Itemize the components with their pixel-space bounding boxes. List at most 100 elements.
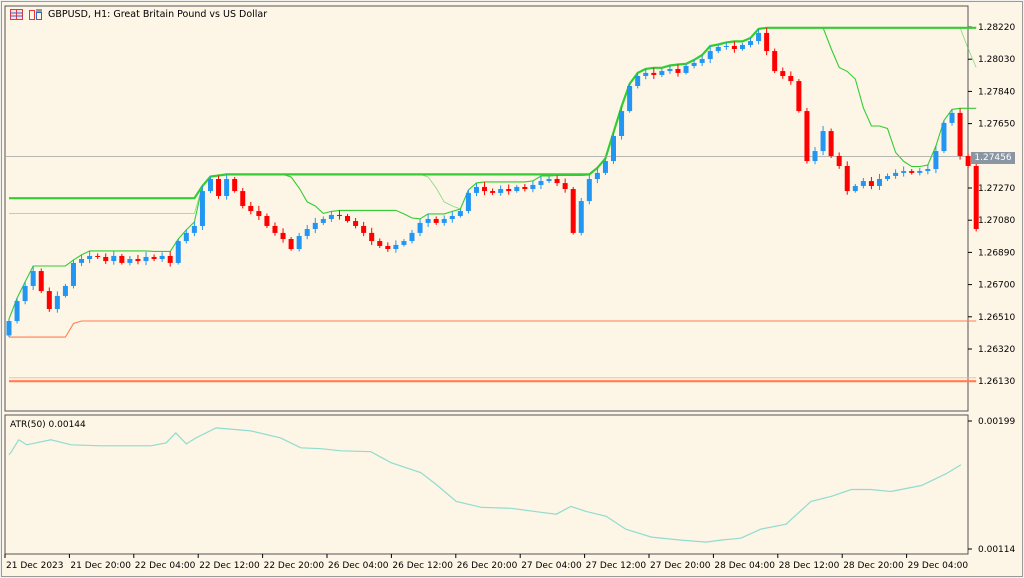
candle-body xyxy=(328,214,334,220)
candle-body xyxy=(796,81,802,112)
candle xyxy=(562,178,568,193)
candle xyxy=(119,253,125,265)
candle xyxy=(731,41,737,53)
candle-body xyxy=(965,155,971,166)
candle xyxy=(353,217,359,229)
candle xyxy=(748,38,754,48)
candle-body xyxy=(248,205,254,212)
candle-body xyxy=(6,321,12,336)
candle-body xyxy=(788,75,794,82)
candle-body xyxy=(530,184,536,190)
candle xyxy=(256,205,262,221)
price-tick-label: 1.27270 xyxy=(978,184,1015,194)
candle-body xyxy=(554,179,560,184)
tile-windows-icon[interactable] xyxy=(10,9,23,20)
price-tick-label: 1.28220 xyxy=(978,23,1015,33)
candle-body xyxy=(973,165,979,230)
candle-body xyxy=(457,211,463,216)
candle-body xyxy=(715,46,721,52)
candle xyxy=(820,125,826,156)
candle xyxy=(111,251,117,265)
candle-body xyxy=(465,192,471,212)
candle xyxy=(836,152,842,169)
candle-body xyxy=(933,151,939,170)
candle-body xyxy=(232,179,238,192)
candle-body xyxy=(707,51,713,60)
candle-body xyxy=(844,165,850,192)
candle xyxy=(135,254,141,265)
candle xyxy=(611,132,616,164)
time-tick-label: 26 Dec 12:00 xyxy=(392,561,453,571)
candle-body xyxy=(538,181,544,185)
time-tick-label: 22 Dec 12:00 xyxy=(199,561,260,571)
candle-body xyxy=(949,112,955,123)
candle xyxy=(522,183,528,192)
candle-body xyxy=(401,241,407,245)
candle-body xyxy=(667,69,673,72)
candle xyxy=(54,291,60,313)
candle xyxy=(578,197,584,236)
candle xyxy=(441,215,447,226)
candle xyxy=(796,79,802,113)
candle-body xyxy=(804,111,810,162)
candle xyxy=(30,265,36,291)
candle xyxy=(893,169,899,179)
candle-body xyxy=(836,155,842,166)
candle-body xyxy=(780,71,786,76)
candle xyxy=(683,63,689,75)
time-tick-label: 27 Dec 12:00 xyxy=(586,561,647,571)
candle-body xyxy=(546,179,552,182)
candle-body xyxy=(199,191,205,226)
candle xyxy=(224,174,230,200)
price-tick-label: 1.26890 xyxy=(978,248,1015,258)
candle-body xyxy=(288,239,294,250)
candle xyxy=(328,211,334,222)
candle xyxy=(79,254,85,267)
candle xyxy=(756,28,762,45)
candle-body xyxy=(296,235,302,250)
candle xyxy=(127,255,133,266)
candle xyxy=(14,297,20,324)
atr-line xyxy=(8,427,962,543)
candle-body xyxy=(643,72,649,76)
candle xyxy=(586,174,592,205)
main-pane-border xyxy=(4,5,969,412)
candle-body xyxy=(353,221,359,226)
candle-body xyxy=(14,301,20,322)
time-tick-label: 28 Dec 04:00 xyxy=(714,561,775,571)
candle xyxy=(925,164,931,175)
candle-body xyxy=(586,179,592,202)
candle-body xyxy=(957,112,963,156)
candle xyxy=(635,72,641,89)
candle-body xyxy=(659,71,665,75)
candle-body xyxy=(449,215,455,220)
candle-body xyxy=(772,51,778,72)
candle-body xyxy=(70,262,76,286)
candle-body xyxy=(191,225,197,233)
candle xyxy=(659,68,665,77)
candle xyxy=(417,218,423,237)
candle-body xyxy=(369,232,375,242)
candle-body xyxy=(361,225,367,233)
candle xyxy=(167,251,173,267)
candle-body xyxy=(224,179,230,196)
candle-body xyxy=(272,225,278,233)
candle-body xyxy=(482,186,488,192)
candle-body xyxy=(127,259,133,263)
candle-body xyxy=(264,215,270,226)
candle xyxy=(377,238,383,248)
candle xyxy=(514,184,520,193)
candle xyxy=(457,209,463,218)
candle xyxy=(272,222,278,236)
candle xyxy=(62,283,68,298)
candle xyxy=(764,27,770,56)
candle-body xyxy=(619,111,625,136)
price-tick-label: 1.26130 xyxy=(978,377,1015,387)
candle xyxy=(159,252,165,262)
candle xyxy=(643,68,649,80)
candle xyxy=(885,173,891,182)
chart-type-icon[interactable] xyxy=(29,9,42,20)
candle-body xyxy=(425,219,431,223)
